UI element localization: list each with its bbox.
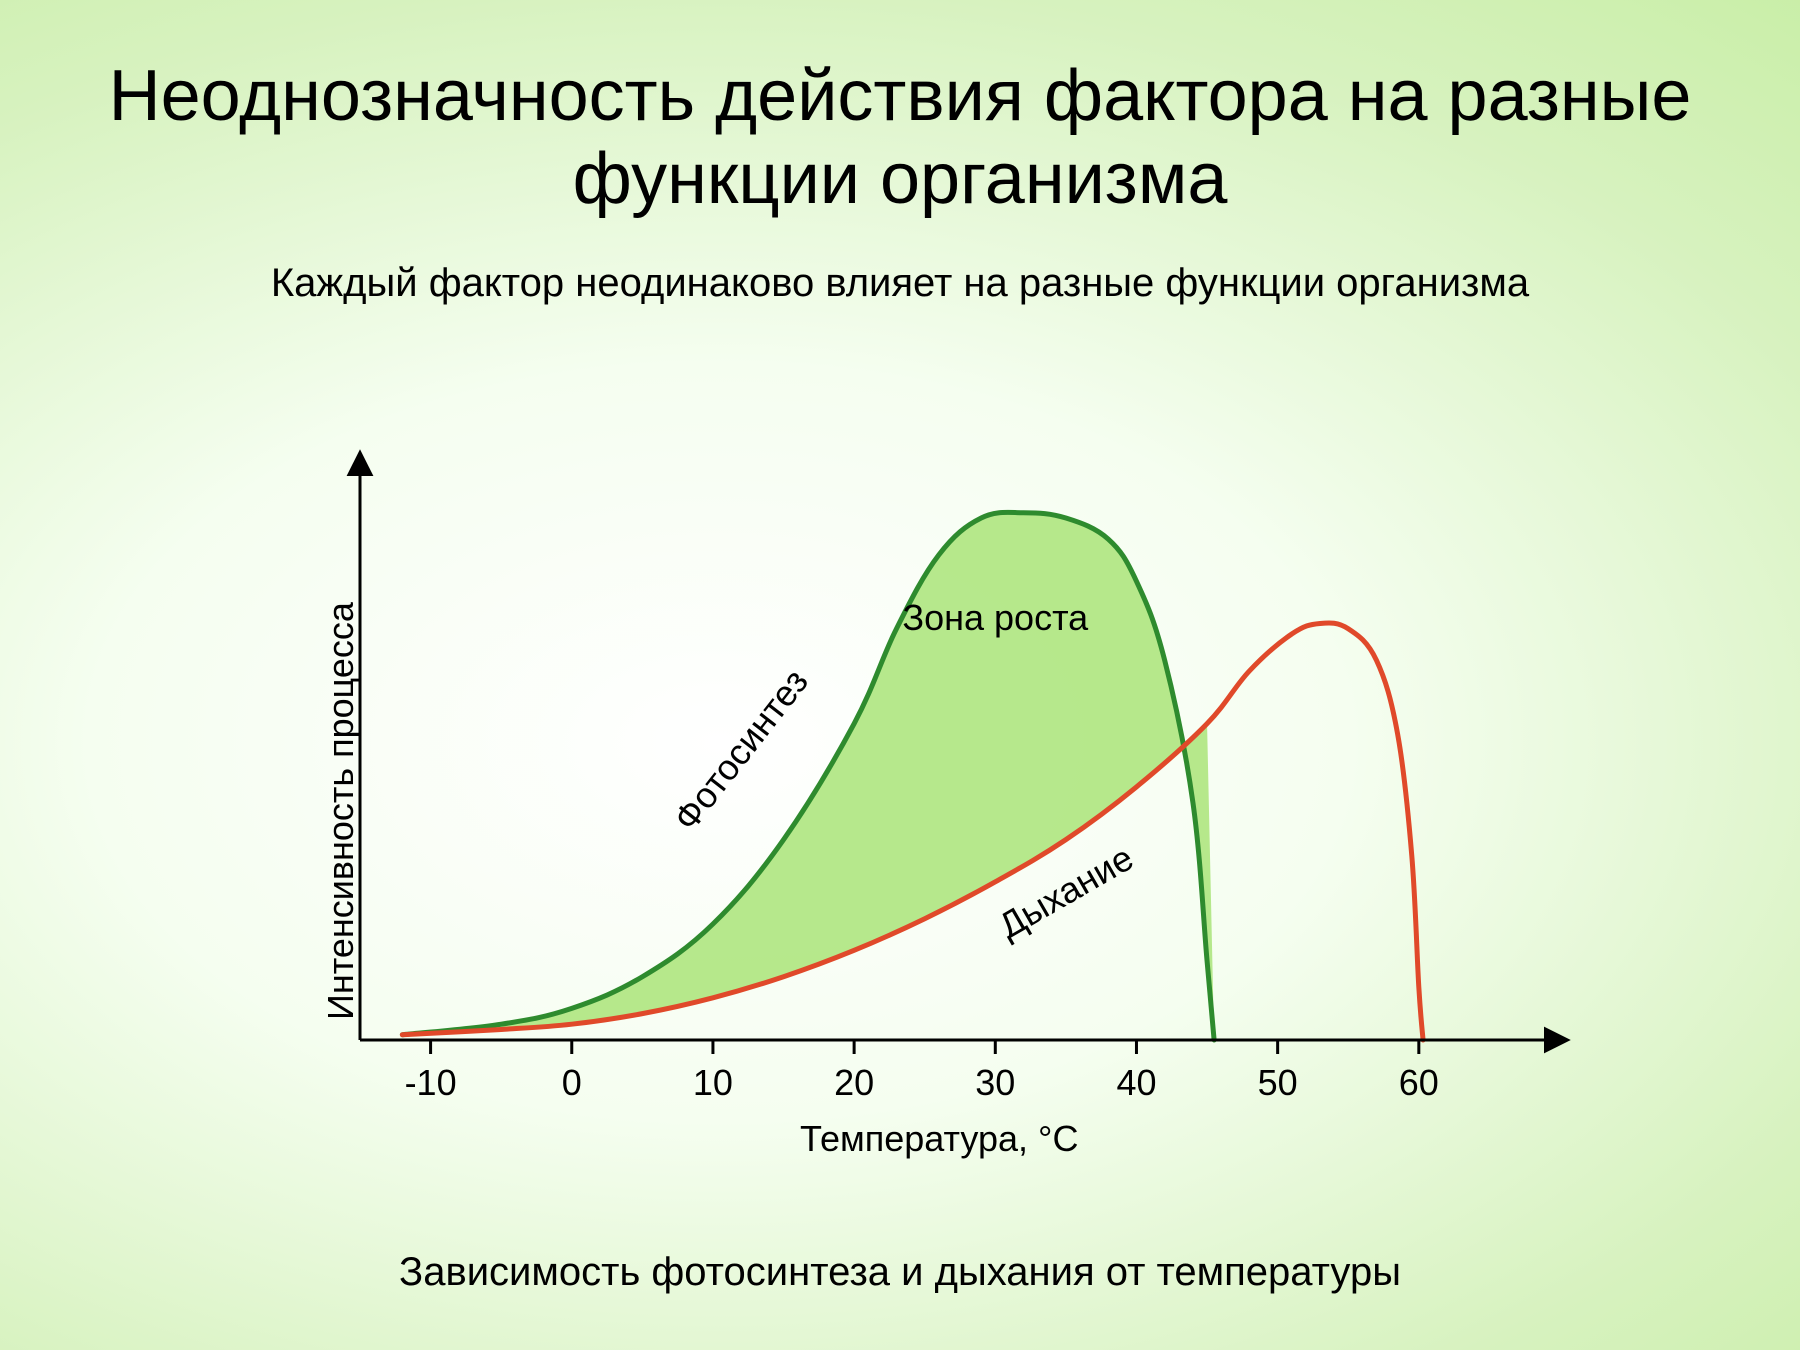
slide-title: Неоднозначность действия фактора на разн… xyxy=(0,0,1800,221)
zone-label: Зона роста xyxy=(902,597,1088,639)
growth-zone-fill xyxy=(402,512,1214,1040)
slide-subtitle: Каждый фактор неодинаково влияет на разн… xyxy=(0,221,1800,306)
x-tick-label: 20 xyxy=(834,1062,874,1104)
chart-container: Интенсивность процесса Температура, °C -… xyxy=(270,440,1590,1140)
y-axis-label: Интенсивность процесса xyxy=(320,602,362,1020)
x-tick-label: 50 xyxy=(1258,1062,1298,1104)
x-tick-label: 10 xyxy=(693,1062,733,1104)
chart-svg xyxy=(270,440,1590,1140)
x-tick-label: -10 xyxy=(405,1062,457,1104)
x-tick-label: 30 xyxy=(975,1062,1015,1104)
slide: Неоднозначность действия фактора на разн… xyxy=(0,0,1800,1350)
x-tick-label: 40 xyxy=(1116,1062,1156,1104)
x-axis-label: Температура, °C xyxy=(800,1118,1078,1160)
chart-caption: Зависимость фотосинтеза и дыхания от тем… xyxy=(0,1250,1800,1295)
x-tick-label: 60 xyxy=(1399,1062,1439,1104)
x-tick-label: 0 xyxy=(562,1062,582,1104)
